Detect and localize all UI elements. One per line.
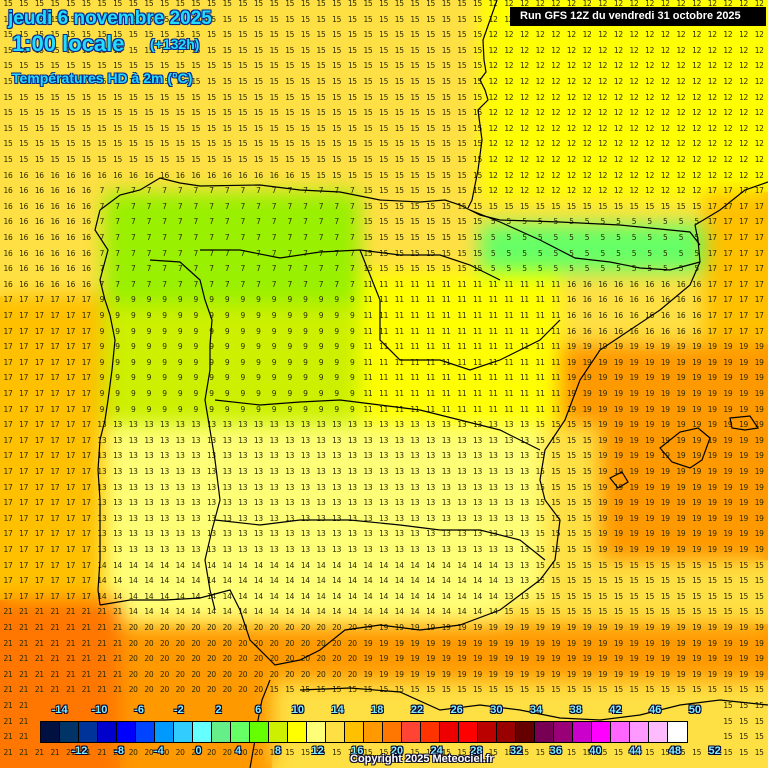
legend-swatch (155, 722, 174, 742)
forecast-offset: (+132h) (150, 36, 200, 52)
legend-swatch (611, 722, 630, 742)
legend-swatch (668, 722, 687, 742)
region-border-center (214, 399, 541, 451)
legend-label-top: 50 (688, 704, 702, 716)
legend-swatch (459, 722, 478, 742)
legend-label-top: 14 (331, 704, 344, 716)
legend-label-top: 42 (609, 704, 622, 716)
legend-swatch (649, 722, 668, 742)
legend-label-top: -6 (134, 704, 144, 716)
legend-label-bottom: 44 (629, 745, 642, 757)
legend-label-top: 10 (291, 704, 305, 716)
legend-label-top: 22 (410, 704, 424, 716)
legend-swatch (250, 722, 269, 742)
region-border-ebro (359, 249, 561, 371)
cantabrian-coast (99, 177, 701, 246)
legend-label-bottom: 20 (390, 745, 404, 757)
legend-label-top: 2 (215, 704, 222, 716)
legend-swatch (269, 722, 288, 742)
france-coast (467, 0, 498, 209)
france-med-coast (694, 181, 768, 263)
legend-swatch (345, 722, 364, 742)
legend-label-top: 18 (371, 704, 384, 716)
legend-label-bottom: 36 (549, 745, 562, 757)
legend-swatch (440, 722, 459, 742)
legend-swatch (478, 722, 497, 742)
legend-swatch (516, 722, 535, 742)
legend-label-bottom: 48 (668, 745, 682, 757)
legend-swatch (288, 722, 307, 742)
legend-label-bottom: 24 (430, 745, 443, 757)
color-scale-legend (40, 721, 688, 743)
legend-label-top: 38 (569, 704, 582, 716)
legend-swatch (364, 722, 383, 742)
forecast-date: jeudi 6 novembre 2025 (8, 8, 212, 29)
region-border-south (214, 519, 546, 561)
legend-label-top: 34 (529, 704, 543, 716)
legend-swatch (174, 722, 193, 742)
legend-label-top: 46 (649, 704, 662, 716)
legend-label-top: 6 (255, 704, 262, 716)
legend-swatch (307, 722, 326, 742)
legend-label-top: 30 (490, 704, 503, 716)
legend-label-top: 26 (450, 704, 463, 716)
legend-swatch (630, 722, 649, 742)
legend-swatch (193, 722, 212, 742)
portugal-spain-border (149, 259, 221, 611)
legend-swatch (41, 722, 60, 742)
region-border-north (200, 249, 501, 281)
legend-label-bottom: 16 (351, 745, 364, 757)
legend-label-top: -2 (173, 704, 184, 716)
legend-swatch (592, 722, 611, 742)
east-coast (539, 261, 701, 581)
pyrenees-border (469, 209, 701, 271)
run-info-box: Run GFS 12Z du vendredi 31 octobre 2025 (510, 7, 766, 26)
gibraltar-coast (249, 679, 271, 768)
legend-label-bottom: 28 (470, 745, 483, 757)
morocco-coast (299, 687, 768, 721)
legend-label-bottom: 32 (509, 745, 523, 757)
mallorca (659, 427, 711, 469)
legend-swatch (60, 722, 79, 742)
legend-swatch (212, 722, 231, 742)
legend-label-bottom: 40 (589, 745, 602, 757)
legend-label-top: -10 (91, 704, 108, 716)
legend-label-bottom: -12 (71, 745, 88, 757)
legend-swatch (573, 722, 592, 742)
forecast-time: 1:00 locale (12, 31, 125, 56)
legend-swatch (117, 722, 136, 742)
legend-swatch (402, 722, 421, 742)
legend-swatch (136, 722, 155, 742)
legend-label-bottom: -8 (114, 745, 124, 757)
legend-swatch (535, 722, 554, 742)
legend-label-bottom: 8 (274, 745, 281, 757)
legend-swatch (497, 722, 516, 742)
legend-swatch (421, 722, 440, 742)
legend-swatch (554, 722, 573, 742)
legend-label-bottom: 12 (311, 745, 324, 757)
product-title: Températures HD à 2m (°C) (12, 70, 193, 86)
legend-swatch (79, 722, 98, 742)
south-coast (99, 579, 541, 666)
legend-swatch (231, 722, 250, 742)
legend-label-top: -14 (51, 704, 68, 716)
legend-swatch (383, 722, 402, 742)
legend-swatch (326, 722, 345, 742)
portugal-coast (94, 209, 116, 606)
legend-label-bottom: 52 (708, 745, 721, 757)
menorca (729, 415, 760, 431)
legend-swatch (98, 722, 117, 742)
ibiza (609, 471, 629, 489)
legend-label-bottom: 4 (235, 745, 242, 757)
legend-label-bottom: -4 (153, 745, 164, 757)
legend-label-bottom: 0 (195, 745, 202, 757)
copyright-text: Copyright 2025 Meteociel.fr (350, 753, 494, 765)
